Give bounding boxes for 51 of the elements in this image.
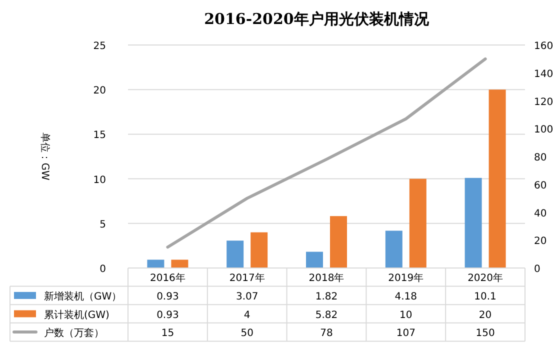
y-tick-label: 10: [93, 174, 106, 186]
bar: [306, 252, 323, 268]
data-label: 10: [400, 310, 412, 321]
bar: [147, 260, 164, 268]
x-tick-label: 2017年: [229, 272, 265, 284]
data-label: 3.07: [236, 291, 258, 302]
data-label: 50: [240, 328, 254, 340]
y2-tick-label: 0: [534, 264, 540, 275]
y2-tick-label: 120: [534, 96, 553, 108]
y-tick-label: 5: [100, 219, 106, 230]
bar: [171, 260, 188, 268]
data-label: 107: [396, 328, 416, 340]
y-axis-title: 单位：GW: [39, 132, 51, 180]
data-label: 5.82: [315, 310, 338, 321]
y2-tick-label: 40: [534, 208, 547, 220]
chart-title: 2016-2020年户用光伏装机情况: [204, 10, 430, 28]
data-label: 150: [476, 328, 495, 340]
x-tick-label: 2016年: [150, 272, 186, 284]
y-tick-label: 20: [93, 86, 106, 97]
bar: [250, 232, 268, 268]
bar: [330, 216, 347, 268]
x-tick-label: 2019年: [388, 272, 424, 284]
y2-tick-label: 100: [534, 124, 553, 136]
bar: [488, 90, 506, 268]
bar: [385, 230, 402, 268]
y-tick-label: 0: [100, 264, 106, 275]
data-label: 15: [161, 328, 174, 340]
y-tick-label: 25: [93, 41, 106, 52]
data-label: 4: [244, 310, 250, 321]
bar: [464, 178, 482, 268]
data-label: 0.93: [156, 291, 179, 302]
x-tick-label: 2018年: [308, 272, 344, 284]
data-label: 10.1: [474, 291, 496, 302]
legend-label: 新增装机（GW）: [44, 290, 122, 302]
bar: [409, 178, 426, 268]
legend-label: 累计装机(GW): [44, 308, 110, 321]
y-tick-label: 15: [93, 130, 106, 142]
line-series: [166, 57, 487, 249]
data-label: 0.93: [156, 310, 179, 321]
legend-label: 户数（万套）: [44, 327, 104, 340]
y2-tick-label: 140: [534, 68, 553, 80]
y2-tick-label: 80: [534, 152, 547, 164]
data-label: 78: [320, 328, 333, 340]
data-label: 20: [478, 310, 492, 321]
data-label: 1.82: [315, 291, 338, 302]
bar: [226, 240, 244, 268]
x-tick-label: 2020年: [468, 272, 504, 284]
y2-tick-label: 20: [534, 236, 547, 248]
y2-tick-label: 160: [534, 41, 553, 52]
data-label: 4.18: [394, 291, 418, 302]
y2-tick-label: 60: [534, 180, 547, 192]
